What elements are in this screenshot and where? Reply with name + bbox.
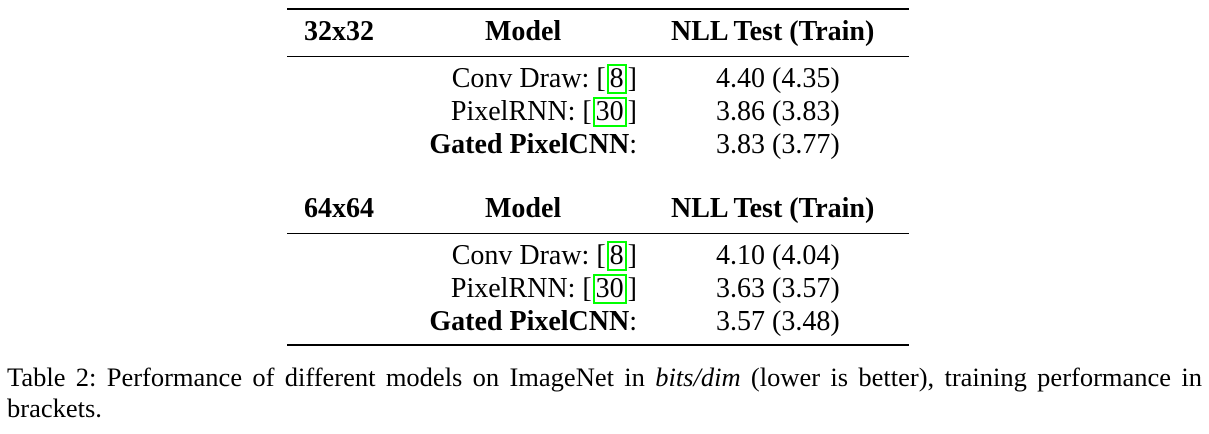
caption-text-end: (lower is better), training performance …: [7, 362, 1202, 423]
model-suffix: ]: [627, 240, 637, 271]
model-prefix: Conv Draw: [: [451, 63, 606, 94]
model-cell: Conv Draw: [8]: [452, 63, 637, 95]
header-resolution: 64x64: [304, 193, 374, 224]
header-nll: NLL Test (Train): [671, 193, 875, 224]
table-body-64: Conv Draw: [8] 4.10 (4.04) PixelRNN: [30…: [287, 234, 909, 344]
header-rule: [287, 56, 909, 57]
model-colon: :: [629, 129, 637, 160]
model-cell: PixelRNN: [30]: [451, 273, 637, 305]
nll-cell: 3.63 (3.57): [716, 273, 840, 304]
model-suffix: ]: [627, 273, 637, 304]
nll-cell: 3.83 (3.77): [716, 129, 840, 160]
model-name: Gated PixelCNN: [429, 306, 630, 337]
table-row: Gated PixelCNN: 3.83 (3.77): [287, 128, 909, 161]
table-row: Conv Draw: [8] 4.10 (4.04): [287, 239, 909, 272]
bottom-rule: [287, 344, 909, 346]
header-resolution: 32x32: [304, 16, 374, 47]
caption-italic-unit: bits/dim: [655, 362, 741, 392]
table-row: PixelRNN: [30] 3.86 (3.83): [287, 95, 909, 128]
table-header-64: 64x64 Model NLL Test (Train): [287, 187, 909, 233]
table-body-32: Conv Draw: [8] 4.40 (4.35) PixelRNN: [30…: [287, 57, 909, 167]
model-cell: Gated PixelCNN:: [429, 129, 637, 161]
nll-cell: 3.57 (3.48): [716, 306, 840, 337]
header-rule: [287, 233, 909, 234]
table-row: Conv Draw: [8] 4.40 (4.35): [287, 62, 909, 95]
model-prefix: Conv Draw: [: [451, 240, 606, 271]
model-cell: PixelRNN: [30]: [451, 96, 637, 128]
top-rule: [287, 8, 909, 10]
citation-link[interactable]: 8: [606, 64, 627, 94]
model-cell: Gated PixelCNN:: [429, 306, 637, 338]
results-table: 32x32 Model NLL Test (Train) Conv Draw: …: [287, 8, 909, 346]
model-suffix: ]: [627, 63, 637, 94]
table-row: PixelRNN: [30] 3.63 (3.57): [287, 272, 909, 305]
model-suffix: ]: [627, 96, 637, 127]
header-model: Model: [485, 16, 562, 47]
header-nll: NLL Test (Train): [671, 16, 875, 47]
citation-link[interactable]: 30: [592, 97, 627, 127]
header-model: Model: [485, 193, 562, 224]
model-cell: Conv Draw: [8]: [452, 240, 637, 272]
section-gap: [287, 167, 909, 187]
nll-cell: 4.10 (4.04): [716, 240, 840, 271]
table-header-32: 32x32 Model NLL Test (Train): [287, 10, 909, 56]
nll-cell: 4.40 (4.35): [716, 63, 840, 94]
table-row: Gated PixelCNN: 3.57 (3.48): [287, 305, 909, 338]
model-colon: :: [629, 306, 637, 337]
model-prefix: PixelRNN: [: [450, 96, 592, 127]
citation-link[interactable]: 8: [606, 241, 627, 271]
model-name: Gated PixelCNN: [429, 129, 630, 160]
model-prefix: PixelRNN: [: [450, 273, 592, 304]
caption-text-start: Table 2: Performance of different models…: [7, 362, 656, 392]
citation-link[interactable]: 30: [592, 274, 627, 304]
table-caption: Table 2: Performance of different models…: [7, 362, 1202, 424]
nll-cell: 3.86 (3.83): [716, 96, 840, 127]
